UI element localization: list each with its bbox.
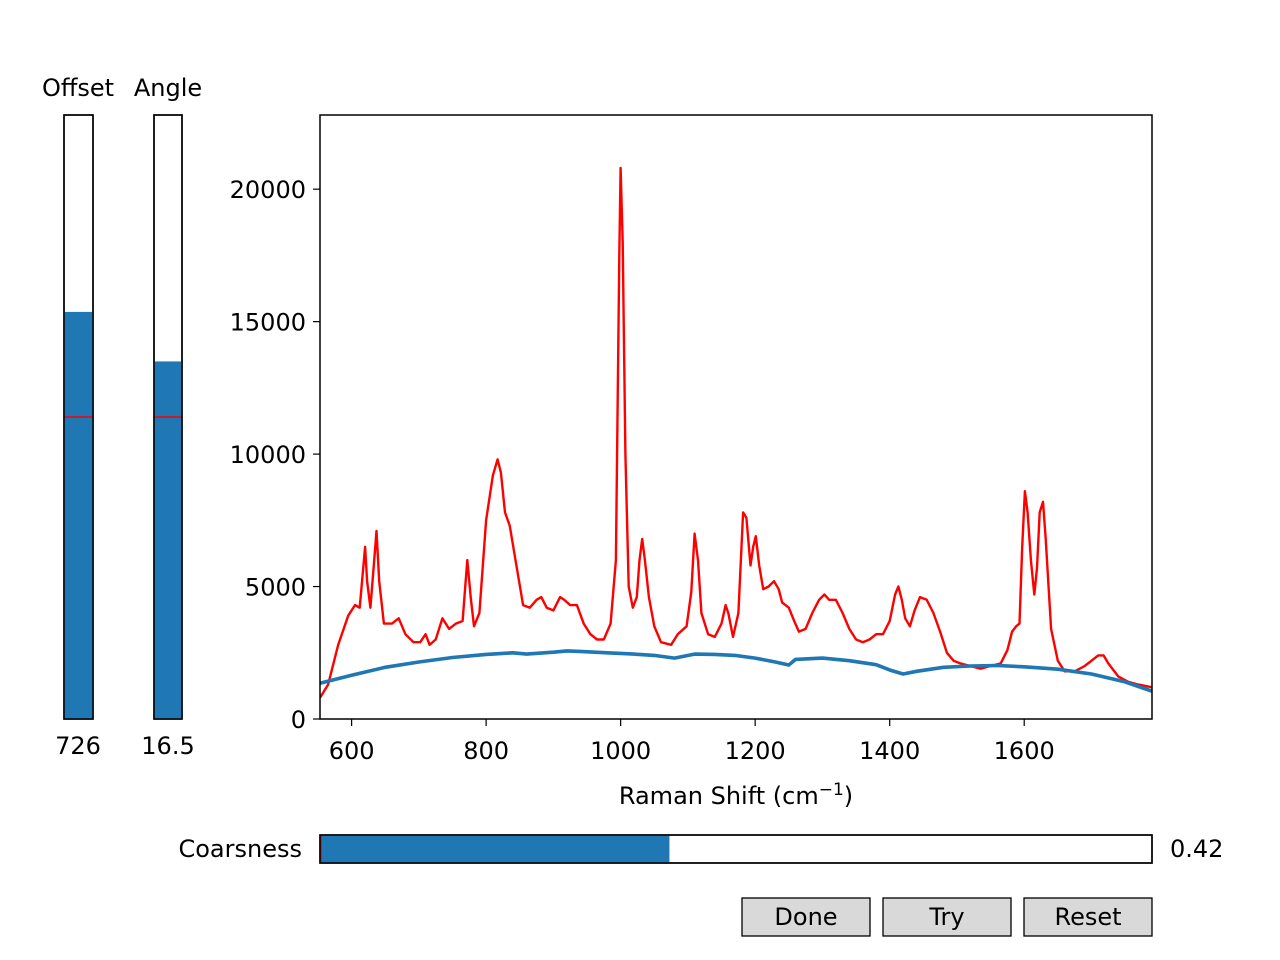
offset-slider[interactable]	[63, 114, 94, 720]
plot-frame	[319, 114, 1153, 720]
x-tick-label: 1600	[994, 737, 1055, 765]
try-button-label: Try	[928, 903, 964, 931]
x-tick-label: 1000	[590, 737, 651, 765]
x-axis-label: Raman Shift (cm−1)	[619, 780, 853, 810]
coarseness-label: Coarsness	[178, 835, 302, 863]
angle-slider[interactable]	[153, 114, 183, 720]
series-line-1	[320, 649, 1152, 693]
x-tick-label: 1400	[859, 737, 920, 765]
y-tick-label: 20000	[230, 176, 306, 204]
angle-label: Angle	[134, 74, 202, 102]
offset-value: 726	[55, 732, 101, 760]
y-tick-label: 10000	[230, 441, 306, 469]
y-tick-label: 15000	[230, 309, 306, 337]
y-tick-label: 5000	[245, 574, 306, 602]
reset-button[interactable]: Reset	[1023, 897, 1153, 937]
done-button-label: Done	[774, 903, 837, 931]
spectrum-plot: 600 800 1000 1200 1400 1600 0 5000 10000 15000 20…	[230, 114, 1153, 810]
reset-button-label: Reset	[1054, 903, 1121, 931]
coarseness-slider[interactable]	[319, 834, 1153, 864]
coarseness-value: 0.42	[1170, 835, 1223, 863]
x-tick-label: 1200	[725, 737, 786, 765]
angle-value: 16.5	[141, 732, 194, 760]
offset-slider-fill[interactable]	[64, 311, 93, 719]
x-tick-label: 600	[329, 737, 375, 765]
done-button[interactable]: Done	[741, 897, 871, 937]
offset-label: Offset	[42, 74, 114, 102]
y-tick-label: 0	[291, 706, 306, 734]
angle-slider-fill[interactable]	[154, 361, 182, 719]
x-tick-label: 800	[463, 737, 509, 765]
series-line-0	[320, 166, 1152, 699]
try-button[interactable]: Try	[882, 897, 1012, 937]
coarseness-slider-fill[interactable]	[320, 835, 670, 863]
